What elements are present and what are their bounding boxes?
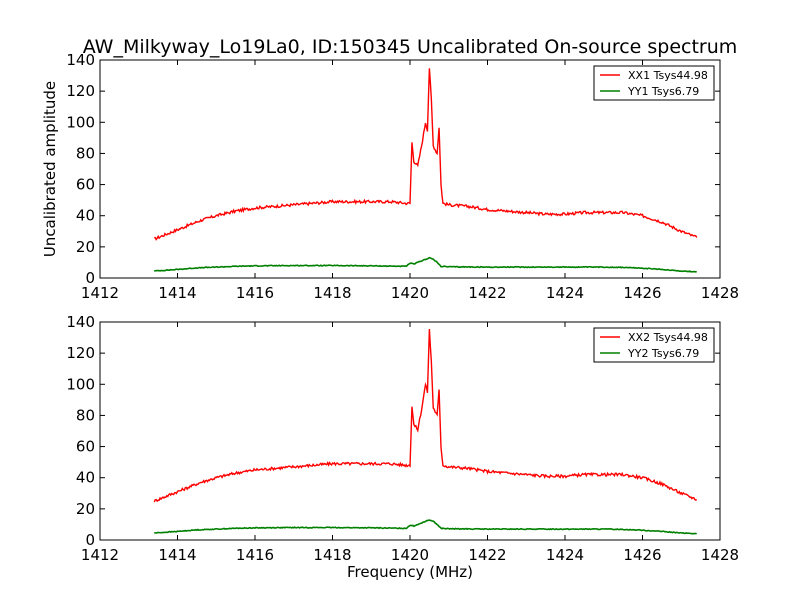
y-tick-label: 100: [66, 375, 95, 393]
y-tick-label: 80: [76, 144, 95, 162]
x-tick-label: 1426: [623, 284, 661, 302]
y-tick-label: 60: [76, 438, 95, 456]
legend-label: YY2 Tsys6.79: [627, 347, 699, 360]
series-line-yy1: [153, 256, 697, 273]
y-tick-label: 40: [76, 469, 95, 487]
x-tick-label: 1424: [546, 546, 584, 564]
y-tick-label: 0: [85, 531, 95, 549]
x-tick-label: 1426: [623, 546, 661, 564]
x-tick-label: 1420: [391, 284, 429, 302]
x-tick-label: 1414: [158, 546, 196, 564]
y-tick-label: 120: [66, 82, 95, 100]
y-tick-label: 140: [66, 313, 95, 331]
x-tick-label: 1424: [546, 284, 584, 302]
x-tick-label: 1416: [236, 546, 274, 564]
legend: XX1 Tsys44.98 YY1 Tsys6.79: [593, 65, 715, 101]
series-line-xx2: [153, 329, 698, 503]
legend-box: [593, 327, 715, 363]
x-tick-label: 1422: [468, 546, 506, 564]
y-tick-label: 140: [66, 51, 95, 69]
y-tick-label: 40: [76, 207, 95, 225]
bottom-spectrum-panel: 1412 1414 1416 1418 1420 1422 1424 1426 1428 0 20 4…: [66, 313, 739, 564]
x-tick-label: 1428: [701, 546, 739, 564]
legend-box: [593, 65, 715, 101]
x-tick-label: 1412: [81, 284, 119, 302]
top-spectrum-panel: 1412 1414 1416 1418 1420 1422 1424 1426 1428 0 20 4…: [66, 51, 739, 302]
legend: XX2 Tsys44.98 YY2 Tsys6.79: [593, 327, 715, 363]
y-tick-label: 0: [85, 269, 95, 287]
x-axis-label: Frequency (MHz): [347, 563, 473, 581]
x-tick-label: 1414: [158, 284, 196, 302]
x-tick-label: 1412: [81, 546, 119, 564]
y-axis-label: Uncalibrated amplitude: [41, 81, 59, 257]
y-tick-label: 100: [66, 113, 95, 131]
x-tick-label: 1416: [236, 284, 274, 302]
series-line-yy2: [154, 519, 697, 535]
y-tick-label: 80: [76, 406, 95, 424]
x-tick-label: 1418: [313, 284, 351, 302]
legend-label: XX2 Tsys44.98: [628, 331, 708, 344]
y-tick-label: 60: [76, 176, 95, 194]
y-tick-label: 20: [76, 238, 95, 256]
x-tick-label: 1418: [313, 546, 351, 564]
chart-title: AW_Milkyway_Lo19La0, ID:150345 Uncalibra…: [83, 36, 738, 58]
legend-label: YY1 Tsys6.79: [627, 85, 699, 98]
x-tick-label: 1428: [701, 284, 739, 302]
y-tick-label: 20: [76, 500, 95, 518]
x-tick-label: 1422: [468, 284, 506, 302]
y-tick-label: 120: [66, 344, 95, 362]
legend-label: XX1 Tsys44.98: [628, 69, 708, 82]
x-tick-label: 1420: [391, 546, 429, 564]
series-line-xx1: [153, 68, 698, 241]
